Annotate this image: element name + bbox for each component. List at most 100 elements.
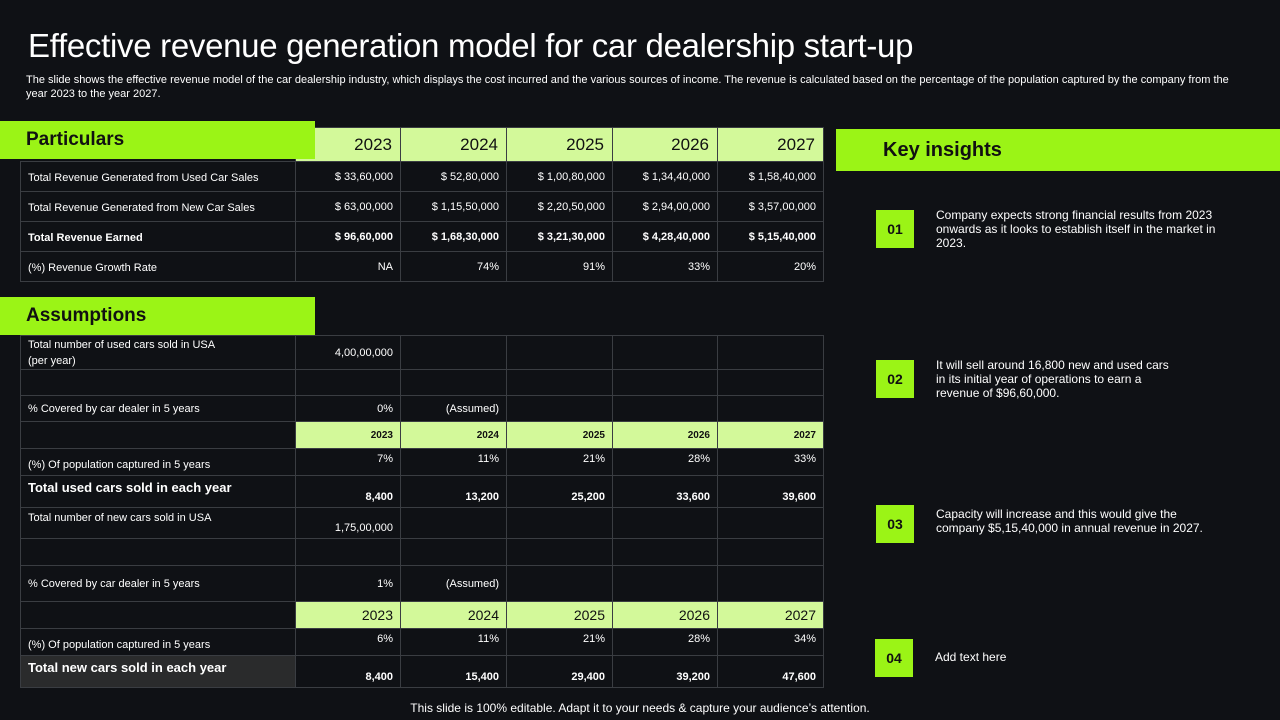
row-label: Total used cars sold in each year xyxy=(20,475,296,508)
table-cell xyxy=(506,538,613,566)
table-cell: 28% xyxy=(612,448,718,476)
year-header-row: 2023 2024 2025 2026 2027 xyxy=(20,601,824,629)
table-cell: 47,600 xyxy=(717,655,824,688)
table-cell xyxy=(20,421,296,449)
table-cell xyxy=(400,369,507,396)
table-cell: 25,200 xyxy=(506,475,613,508)
insight-text: Company expects strong financial results… xyxy=(936,208,1216,250)
table-cell: 6% xyxy=(295,628,401,656)
table-cell: 8,400 xyxy=(295,655,401,688)
table-cell: 33% xyxy=(717,448,824,476)
row-label: (%) Of population captured in 5 years xyxy=(20,448,296,476)
table-cell xyxy=(717,538,824,566)
table-cell: $ 2,94,00,000 xyxy=(612,191,718,222)
table-cell xyxy=(506,565,613,602)
table-cell xyxy=(20,369,296,396)
insight-number-badge: 03 xyxy=(876,505,914,543)
year-header-cell: 2026 xyxy=(612,421,718,449)
table-cell: 11% xyxy=(400,448,507,476)
table-cell xyxy=(20,601,296,629)
footer-note: This slide is 100% editable. Adapt it to… xyxy=(410,701,870,715)
table-row: Total number of new cars sold in USA 1,7… xyxy=(20,507,824,539)
table-cell: 21% xyxy=(506,628,613,656)
table-cell xyxy=(506,507,613,539)
row-label: Total number of used cars sold in USA (p… xyxy=(20,335,296,370)
row-label: Total Revenue Earned xyxy=(20,221,296,252)
table-cell: $ 1,15,50,000 xyxy=(400,191,507,222)
table-cell: 1% xyxy=(295,565,401,602)
insight-number-badge: 04 xyxy=(875,639,913,677)
table-cell: 21% xyxy=(506,448,613,476)
table-cell: 34% xyxy=(717,628,824,656)
table-row: Total number of used cars sold in USA (p… xyxy=(20,335,824,370)
table-cell: 7% xyxy=(295,448,401,476)
assumed-note: (Assumed) xyxy=(400,565,507,602)
table-cell xyxy=(400,335,507,370)
table-cell: 13,200 xyxy=(400,475,507,508)
table-cell: 1,75,00,000 xyxy=(295,507,401,539)
table-cell: $ 2,20,50,000 xyxy=(506,191,613,222)
table-cell: 39,200 xyxy=(612,655,718,688)
table-cell: 11% xyxy=(400,628,507,656)
assumed-note: (Assumed) xyxy=(400,395,507,422)
year-header-cell: 2023 xyxy=(295,601,401,629)
row-label: (%) Of population captured in 5 years xyxy=(20,628,296,656)
table-cell: $ 63,00,000 xyxy=(295,191,401,222)
assumptions-table: Total number of used cars sold in USA (p… xyxy=(20,335,824,688)
table-cell: 33,600 xyxy=(612,475,718,508)
table-cell: 39,600 xyxy=(717,475,824,508)
table-cell xyxy=(612,565,718,602)
year-header-cell: 2027 xyxy=(717,601,824,629)
year-header-cell: 2024 xyxy=(400,127,507,162)
particulars-heading: Particulars xyxy=(0,121,315,159)
table-cell xyxy=(400,538,507,566)
table-row-spacer xyxy=(20,538,824,566)
table-row: (%) Revenue Growth Rate NA 74% 91% 33% 2… xyxy=(20,251,824,282)
table-row: Total Revenue Generated from New Car Sal… xyxy=(20,191,824,222)
table-cell xyxy=(717,369,824,396)
table-cell: $ 1,68,30,000 xyxy=(400,221,507,252)
page-subtitle: The slide shows the effective revenue mo… xyxy=(26,74,1229,100)
year-header-cell: 2027 xyxy=(717,421,824,449)
table-row: % Covered by car dealer in 5 years 1% (A… xyxy=(20,565,824,602)
row-label: Total Revenue Generated from Used Car Sa… xyxy=(20,161,296,192)
particulars-table: 2023 2024 2025 2026 2027 Total Revenue G… xyxy=(20,127,824,282)
row-label: % Covered by car dealer in 5 years xyxy=(20,395,296,422)
page-title: Effective revenue generation model for c… xyxy=(28,27,914,64)
insight-number-badge: 02 xyxy=(876,360,914,398)
year-header-cell: 2025 xyxy=(506,601,613,629)
table-row: (%) Of population captured in 5 years 6%… xyxy=(20,628,824,656)
table-cell: $ 33,60,000 xyxy=(295,161,401,192)
row-label: % Covered by car dealer in 5 years xyxy=(20,565,296,602)
table-cell: $ 4,28,40,000 xyxy=(612,221,718,252)
table-cell: 15,400 xyxy=(400,655,507,688)
table-row: % Covered by car dealer in 5 years 0% (A… xyxy=(20,395,824,422)
table-cell: 28% xyxy=(612,628,718,656)
year-header-cell: 2024 xyxy=(400,601,507,629)
year-header-cell: 2023 xyxy=(295,421,401,449)
table-cell: 29,400 xyxy=(506,655,613,688)
table-cell: $ 1,58,40,000 xyxy=(717,161,824,192)
table-row: (%) Of population captured in 5 years 7%… xyxy=(20,448,824,476)
table-cell: 33% xyxy=(612,251,718,282)
insight-text: It will sell around 16,800 new and used … xyxy=(936,358,1169,400)
table-cell xyxy=(612,538,718,566)
table-cell xyxy=(717,507,824,539)
table-cell xyxy=(295,369,401,396)
table-cell: $ 5,15,40,000 xyxy=(717,221,824,252)
table-row-total: Total Revenue Earned $ 96,60,000 $ 1,68,… xyxy=(20,221,824,252)
year-header-cell: 2025 xyxy=(506,421,613,449)
table-cell: $ 1,00,80,000 xyxy=(506,161,613,192)
table-cell: $ 96,60,000 xyxy=(295,221,401,252)
insight-text: Capacity will increase and this would gi… xyxy=(936,507,1203,535)
table-row: Total Revenue Generated from Used Car Sa… xyxy=(20,161,824,192)
table-row-total: Total new cars sold in each year 8,400 1… xyxy=(20,655,824,688)
table-cell xyxy=(400,507,507,539)
year-header-cell: 2027 xyxy=(717,127,824,162)
row-label: (%) Revenue Growth Rate xyxy=(20,251,296,282)
table-cell xyxy=(295,538,401,566)
table-cell xyxy=(612,369,718,396)
table-cell: NA xyxy=(295,251,401,282)
table-cell xyxy=(20,538,296,566)
table-cell xyxy=(717,565,824,602)
